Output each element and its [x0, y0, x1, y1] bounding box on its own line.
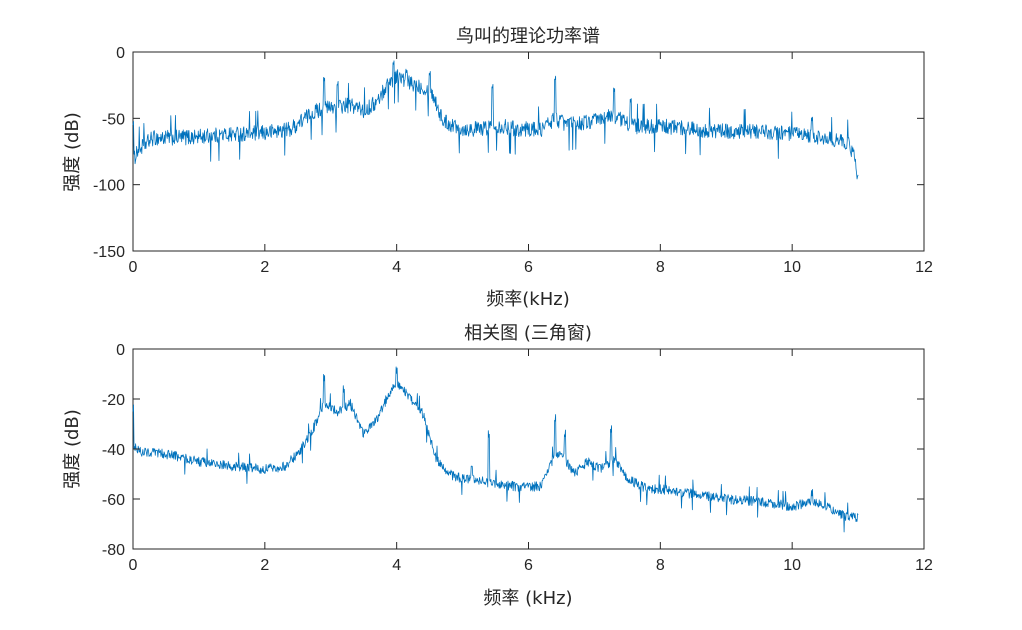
series-layer [132, 60, 859, 180]
plot-area [132, 348, 925, 550]
tick-layer: 0 2 4 6 8 10 12 -80 -60 -40 -20 0 [102, 342, 933, 574]
series-line [132, 60, 859, 180]
y-tick-label: -20 [102, 392, 125, 409]
power-spectrum-panel: 0 2 4 6 8 10 12 -150 -100 -50 0 鸟叫的理论功率谱 频率(kHz) 强… [62, 26, 933, 310]
correlogram-panel: 0 2 4 6 8 10 12 -80 -60 -40 -20 0 相关图 (三角窗) 频率 (kHz… [62, 323, 933, 609]
y-tick-label: 0 [116, 45, 125, 62]
chart-title: 鸟叫的理论功率谱 [456, 26, 600, 47]
x-tick-label: 4 [392, 259, 401, 276]
x-tick-label: 10 [783, 259, 801, 276]
y-tick-label: -100 [93, 178, 125, 195]
y-tick-label: -60 [102, 492, 125, 509]
tick-layer: 0 2 4 6 8 10 12 -150 -100 -50 0 [93, 45, 933, 276]
y-axis-label: 强度 (dB) [62, 112, 83, 192]
x-tick-label: 2 [260, 259, 269, 276]
x-axis-label: 频率(kHz) [486, 289, 569, 310]
y-tick-label: -80 [102, 542, 125, 559]
x-tick-label: 4 [392, 557, 401, 574]
x-tick-label: 8 [656, 557, 665, 574]
y-tick-label: -50 [102, 111, 125, 128]
x-tick-label: 12 [915, 259, 933, 276]
y-tick-label: 0 [116, 342, 125, 359]
chart-title: 相关图 (三角窗) [464, 323, 592, 344]
x-axis-label: 频率 (kHz) [483, 588, 572, 609]
x-tick-label: 6 [524, 259, 533, 276]
x-tick-label: 0 [129, 259, 138, 276]
x-tick-label: 0 [129, 557, 138, 574]
x-tick-label: 8 [656, 259, 665, 276]
x-tick-label: 12 [915, 557, 933, 574]
y-axis-label: 强度 (dB) [62, 409, 83, 489]
x-tick-label: 6 [524, 557, 533, 574]
x-tick-label: 2 [260, 557, 269, 574]
y-tick-label: -40 [102, 442, 125, 459]
series-layer [132, 366, 859, 533]
series-line [132, 366, 859, 533]
x-tick-label: 10 [783, 557, 801, 574]
plot-area [132, 51, 925, 252]
y-tick-label: -150 [93, 244, 125, 261]
